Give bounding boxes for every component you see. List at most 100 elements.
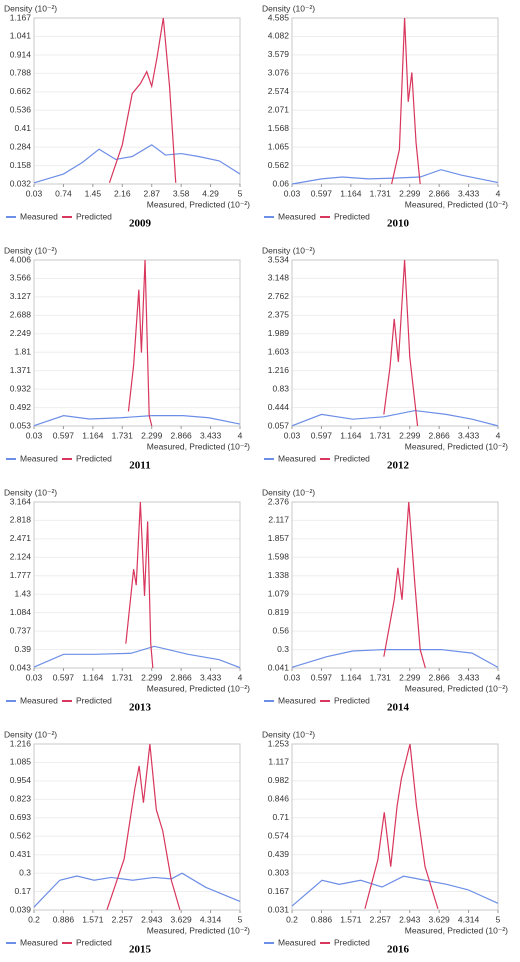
x-tick-label: 2.943 [399, 914, 421, 924]
x-tick-label: 4 [496, 430, 501, 440]
y-tick-label: 0.71 [272, 812, 289, 822]
x-tick-label: 0.74 [55, 188, 72, 198]
chart-caption: 2015 [129, 944, 152, 956]
x-tick-label: 2.943 [141, 914, 163, 924]
series-line [291, 648, 499, 668]
x-tick-label: 0.886 [311, 914, 333, 924]
y-tick-label: 2.762 [268, 291, 290, 301]
y-tick-label: 1.43 [14, 588, 31, 598]
y-tick-label: 1.117 [268, 757, 289, 767]
x-tick-label: 4.314 [200, 914, 222, 924]
legend-label: Predicted [76, 211, 112, 221]
x-tick-label: 5 [238, 914, 243, 924]
x-tick-label: 2.299 [399, 672, 421, 682]
x-axis-title: Measured, Predicted (10⁻²) [147, 441, 250, 451]
y-tick-label: 0.492 [10, 402, 32, 412]
x-tick-label: 1.731 [112, 672, 134, 682]
y-tick-label: 0.032 [10, 178, 32, 188]
y-tick-label: 1.216 [268, 365, 290, 375]
y-tick-label: 0.043 [10, 662, 32, 672]
y-tick-label: 2.117 [268, 515, 289, 525]
series-line [291, 409, 499, 427]
series-line [291, 875, 499, 907]
y-tick-label: 3.534 [268, 254, 290, 264]
x-tick-label: 3.433 [458, 672, 480, 682]
x-tick-label: 2.257 [370, 914, 392, 924]
y-tick-label: 1.065 [268, 141, 290, 151]
plot-frame [33, 17, 241, 185]
x-tick-label: 3.433 [458, 430, 480, 440]
y-tick-label: 0.031 [268, 904, 290, 914]
x-tick-label: 1.731 [370, 672, 392, 682]
y-tick-label: 0.444 [268, 402, 290, 412]
legend-label: Measured [278, 937, 316, 947]
x-tick-label: 1.731 [112, 430, 134, 440]
x-tick-label: 3.58 [173, 188, 190, 198]
x-tick-label: 2.866 [429, 430, 451, 440]
x-tick-label: 1.731 [370, 188, 392, 198]
y-tick-label: 1.777 [10, 570, 32, 580]
x-tick-label: 3.629 [171, 914, 193, 924]
legend-label: Predicted [76, 937, 112, 947]
y-tick-label: 1.857 [268, 533, 290, 543]
chart-caption: 2014 [387, 702, 410, 714]
x-tick-label: 0.597 [53, 430, 75, 440]
y-tick-label: 1.338 [268, 570, 290, 580]
x-tick-label: 4 [496, 672, 501, 682]
y-tick-label: 0.167 [268, 886, 290, 896]
x-tick-label: 1.164 [82, 430, 104, 440]
legend-label: Measured [278, 211, 316, 221]
y-tick-label: 1.568 [268, 123, 290, 133]
x-axis-title: Measured, Predicted (10⁻²) [405, 199, 508, 209]
y-tick-label: 3.566 [10, 273, 32, 283]
y-tick-label: 0.562 [10, 830, 32, 840]
x-tick-label: 2.866 [429, 188, 451, 198]
y-tick-label: 0.823 [10, 794, 32, 804]
y-tick-label: 0.83 [272, 383, 289, 393]
chart-caption: 2013 [129, 702, 152, 714]
y-tick-label: 0.846 [268, 794, 290, 804]
y-tick-label: 4.082 [268, 31, 290, 41]
y-tick-label: 1.084 [10, 607, 32, 617]
y-tick-label: 0.56 [272, 625, 289, 635]
legend-label: Measured [20, 937, 58, 947]
y-tick-label: 1.603 [268, 346, 290, 356]
x-tick-label: 3.433 [200, 430, 222, 440]
x-tick-label: 0.03 [284, 672, 301, 682]
x-tick-label: 0.2 [28, 914, 40, 924]
legend-label: Predicted [76, 453, 112, 463]
y-tick-label: 0.788 [10, 68, 32, 78]
y-tick-label: 0.053 [10, 420, 32, 430]
y-tick-label: 0.039 [10, 904, 32, 914]
y-tick-label: 0.932 [10, 383, 32, 393]
y-tick-label: 2.376 [268, 496, 290, 506]
y-tick-label: 1.167 [10, 12, 32, 22]
y-tick-label: 4.006 [10, 254, 32, 264]
x-tick-label: 1.164 [82, 672, 104, 682]
x-tick-label: 0.886 [53, 914, 75, 924]
y-tick-label: 3.148 [268, 273, 290, 283]
y-tick-label: 0.284 [10, 141, 32, 151]
plot-frame [291, 17, 499, 185]
series-line [364, 743, 439, 909]
x-tick-label: 1.731 [370, 430, 392, 440]
series-line [33, 415, 241, 427]
series-line [33, 872, 241, 908]
y-tick-label: 0.057 [268, 420, 290, 430]
y-tick-label: 0.982 [268, 775, 290, 785]
y-tick-label: 3.579 [268, 49, 290, 59]
y-tick-label: 2.688 [10, 310, 32, 320]
x-axis-title: Measured, Predicted (10⁻²) [147, 683, 250, 693]
x-tick-label: 0.2 [286, 914, 298, 924]
x-axis-title: Measured, Predicted (10⁻²) [405, 683, 508, 693]
y-axis-title: Density (10⁻²) [262, 3, 315, 13]
x-tick-label: 2.866 [171, 672, 193, 682]
x-tick-label: 2.299 [399, 430, 421, 440]
plot-frame [33, 743, 241, 911]
y-tick-label: 3.076 [268, 68, 290, 78]
y-tick-label: 2.818 [10, 515, 32, 525]
y-tick-label: 3.127 [10, 291, 32, 301]
x-tick-label: 1.45 [85, 188, 102, 198]
chart-panel: Density (10⁻²) 0.06 0.562 1.065 1.568 2.071 2.… [262, 3, 508, 229]
x-tick-label: 0.03 [26, 188, 43, 198]
